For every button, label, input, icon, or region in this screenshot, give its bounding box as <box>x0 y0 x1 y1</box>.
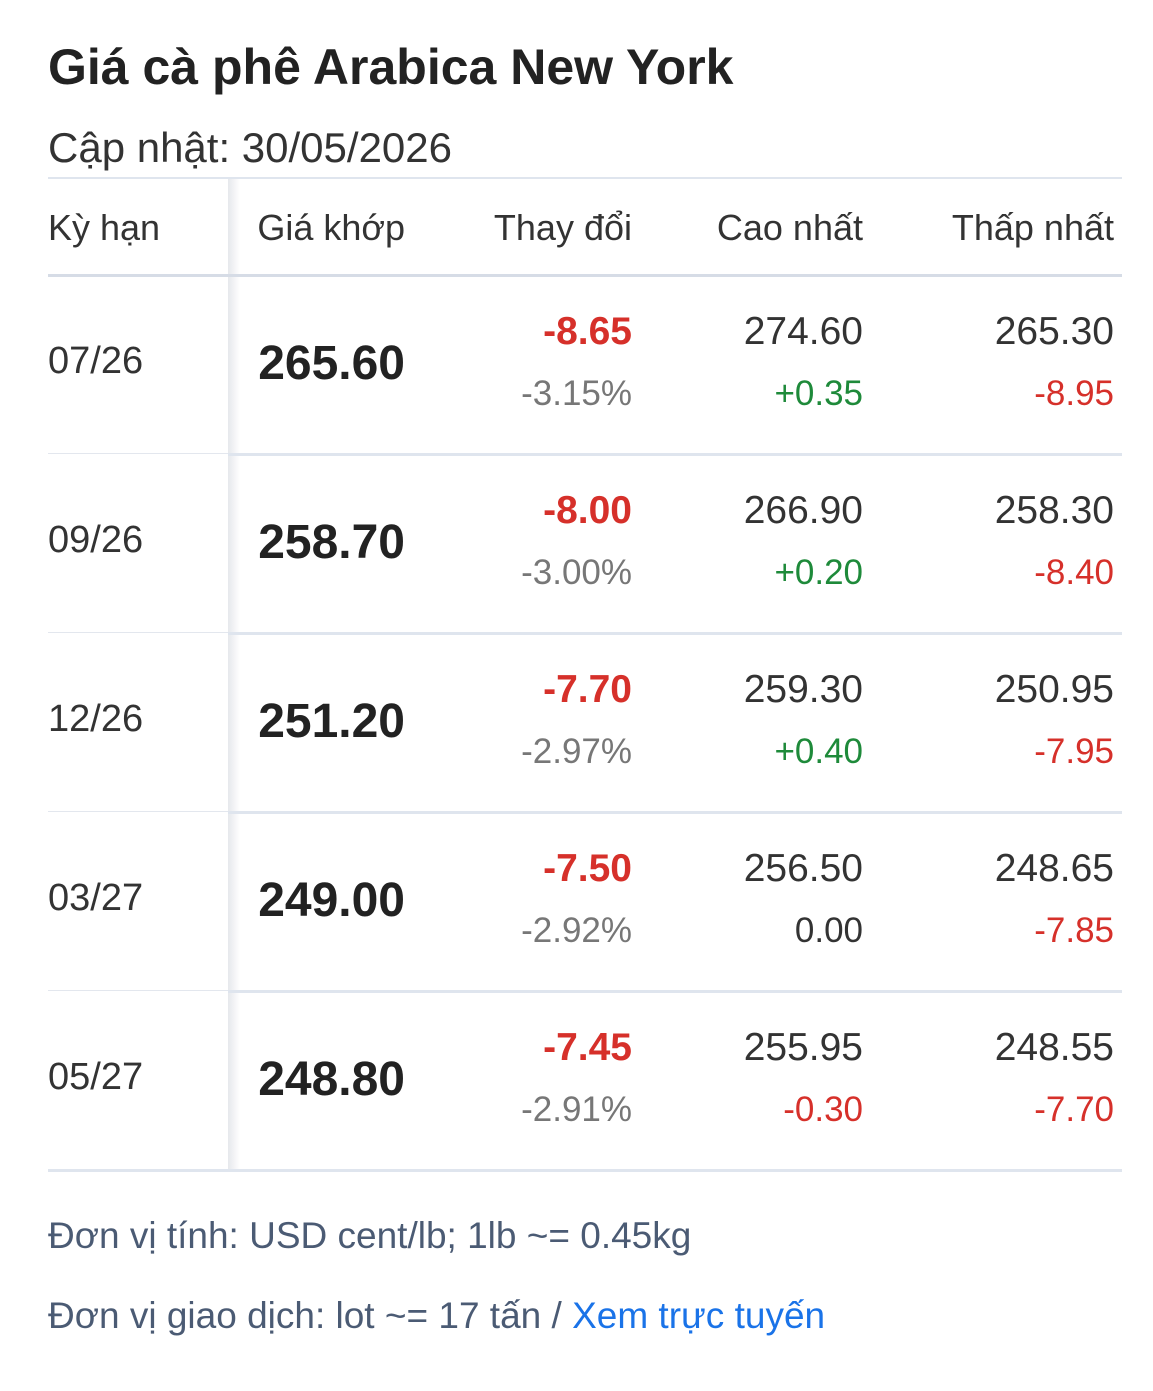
column-header: Giá khớp <box>257 207 405 248</box>
change: -8.65 <box>543 310 632 353</box>
trade-text: Đơn vị giao dịch: lot ~= 17 tấn / <box>48 1295 562 1336</box>
high: 266.90 <box>743 489 863 532</box>
column-header: Thay đổi <box>493 207 632 248</box>
row-border-left <box>48 632 228 633</box>
match-price: 251.20 <box>258 695 405 748</box>
title: Giá cà phê Arabica New York <box>48 39 734 95</box>
price-table: Kỳ hạn Giá khớp Thay đổi Cao nhất Thấp nhất 0… <box>48 177 1122 1172</box>
row-border-left <box>48 811 228 812</box>
low-change: -8.40 <box>1034 553 1114 592</box>
term: 09/26 <box>48 519 144 561</box>
row-border <box>228 811 1122 814</box>
low-change: -7.95 <box>1034 732 1114 771</box>
column-header: Cao nhất <box>716 207 863 248</box>
low: 265.30 <box>994 310 1114 353</box>
unit-note: Đơn vị tính: USD cent/lb; 1lb ~= 0.45kg <box>48 1215 692 1256</box>
change-percent: -2.97% <box>521 732 632 771</box>
low: 250.95 <box>994 668 1114 711</box>
change-percent: -3.00% <box>521 553 632 592</box>
low: 248.65 <box>994 847 1114 890</box>
high-change: 0.00 <box>794 911 863 950</box>
high: 274.60 <box>743 310 863 353</box>
column-header: Thấp nhất <box>951 207 1114 248</box>
term: 05/27 <box>48 1056 144 1098</box>
change: -7.50 <box>543 847 632 890</box>
high: 256.50 <box>743 847 863 890</box>
subtitle: Cập nhật: 30/05/2026 <box>48 124 453 171</box>
low: 248.55 <box>994 1026 1114 1069</box>
change-percent: -3.15% <box>521 374 632 413</box>
header-border <box>48 274 1122 277</box>
low-change: -8.95 <box>1034 374 1114 413</box>
term: 12/26 <box>48 698 144 740</box>
term: 03/27 <box>48 877 144 919</box>
high: 259.30 <box>743 668 863 711</box>
change-percent: -2.92% <box>521 911 632 950</box>
match-price: 258.70 <box>258 516 405 569</box>
low-change: -7.85 <box>1034 911 1114 950</box>
high-change: +0.20 <box>774 553 863 592</box>
low: 258.30 <box>994 489 1114 532</box>
row-border-left <box>48 990 228 991</box>
match-price: 249.00 <box>258 874 405 927</box>
high-change: +0.35 <box>774 374 863 413</box>
match-price: 248.80 <box>258 1053 405 1106</box>
match-price: 265.60 <box>258 337 405 390</box>
column-shade <box>228 179 240 1169</box>
row-border-left <box>48 453 228 454</box>
low-change: -7.70 <box>1034 1090 1114 1129</box>
high-change: -0.30 <box>783 1090 863 1129</box>
trade-note: Đơn vị giao dịch: lot ~= 17 tấn / Xem tr… <box>48 1295 825 1337</box>
change: -7.70 <box>543 668 632 711</box>
term: 07/26 <box>48 340 144 382</box>
row-border <box>228 453 1122 456</box>
change: -7.45 <box>543 1026 632 1069</box>
high: 255.95 <box>743 1026 863 1069</box>
column-header: Kỳ hạn <box>48 207 161 248</box>
row-border <box>228 990 1122 993</box>
change-percent: -2.91% <box>521 1090 632 1129</box>
row-border <box>48 1169 1122 1172</box>
high-change: +0.40 <box>774 732 863 771</box>
change: -8.00 <box>543 489 632 532</box>
row-border <box>228 632 1122 635</box>
online-link[interactable]: Xem trực tuyến <box>572 1295 826 1336</box>
